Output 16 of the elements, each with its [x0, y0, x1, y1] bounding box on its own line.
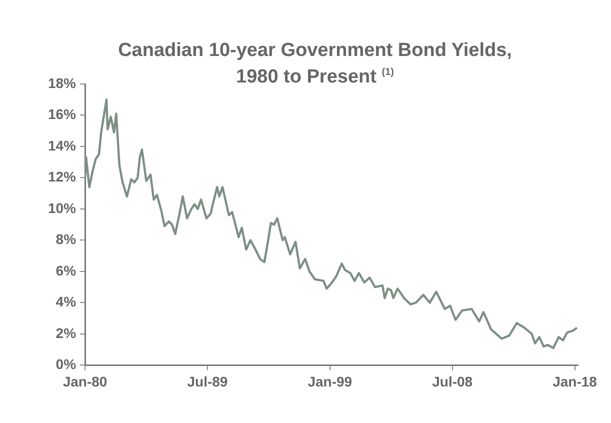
y-tick-label: 10% — [48, 200, 77, 216]
x-tick-label: Jan-18 — [552, 373, 598, 390]
y-tick-label: 18% — [48, 74, 77, 91]
y-tick-label: 8% — [56, 231, 77, 248]
y-tick-label: 2% — [56, 324, 77, 341]
y-tick-label: 6% — [56, 262, 77, 278]
y-tick-label: 4% — [56, 294, 77, 310]
y-tick-label: 0% — [56, 356, 77, 372]
y-tick-label: 14% — [48, 137, 77, 154]
x-tick-label: Jul-89 — [187, 373, 228, 390]
y-tick-label: 12% — [48, 168, 77, 185]
x-tick-label: Jan-80 — [62, 373, 108, 390]
x-tick-label: Jan-99 — [308, 373, 352, 390]
x-tick-label: Jul-08 — [432, 373, 473, 390]
chart-title: Canadian 10-year Government Bond Yields, 1980 to Present $^{(1)}$ — [117, 40, 513, 88]
y-tick-label: 16% — [48, 106, 77, 122]
